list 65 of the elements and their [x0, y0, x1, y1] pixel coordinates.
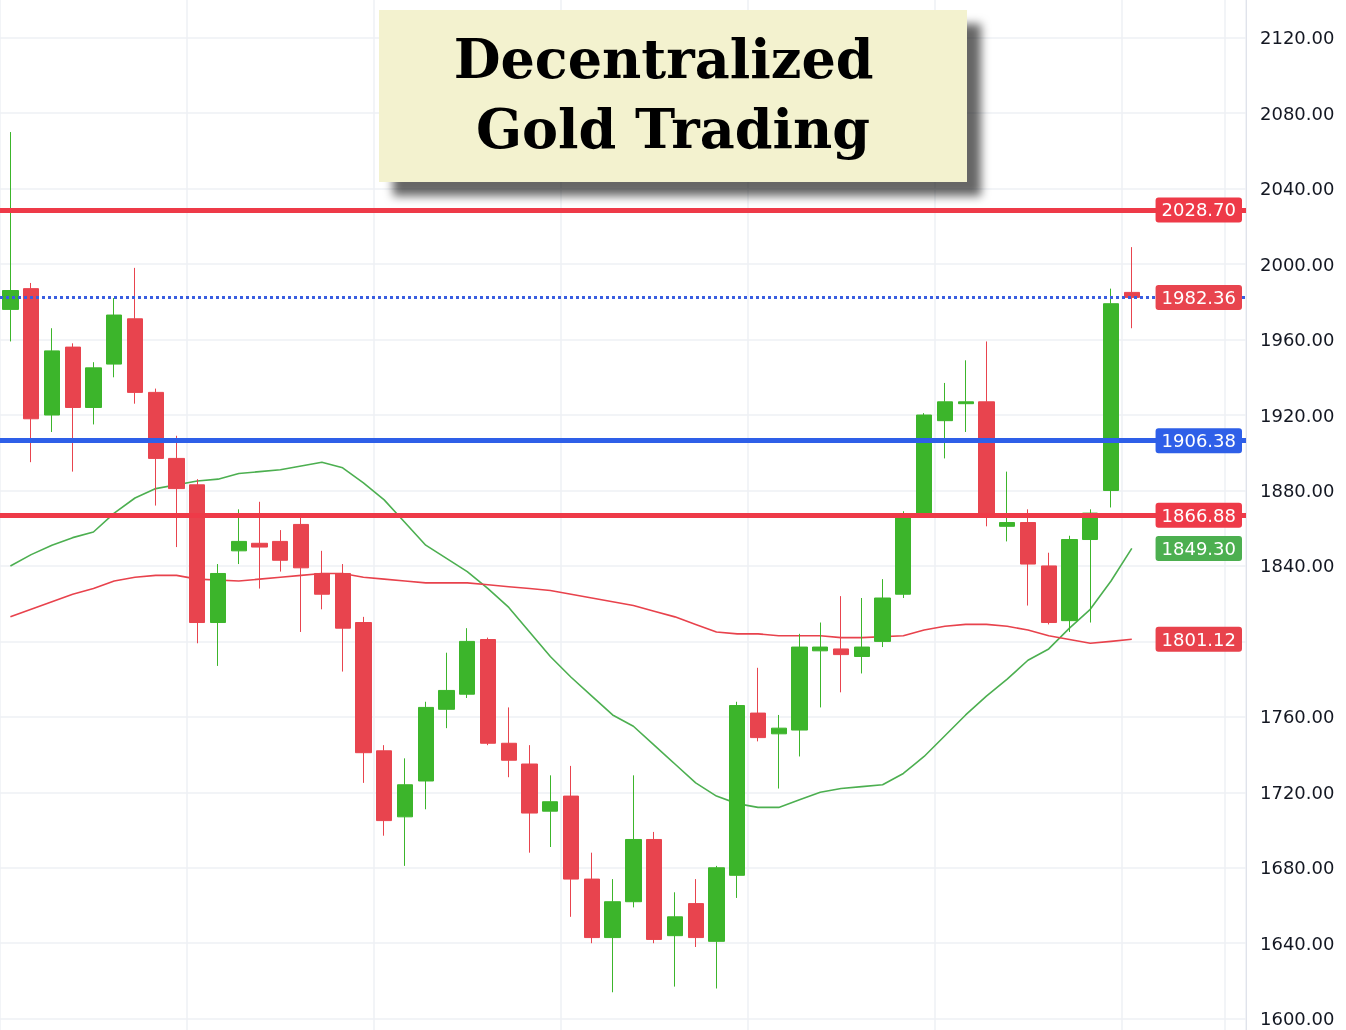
candlestick — [44, 327, 60, 433]
candlestick — [812, 622, 828, 708]
candlestick — [1061, 535, 1078, 633]
candlestick — [708, 865, 725, 989]
candlestick — [2, 131, 19, 342]
y-tick-label: 1760.00 — [1260, 706, 1335, 728]
y-tick-label: 2000.00 — [1260, 253, 1335, 275]
candlestick — [958, 359, 974, 433]
candlestick — [272, 529, 288, 573]
candlestick — [106, 297, 122, 378]
candlestick — [999, 471, 1015, 542]
candlestick — [667, 891, 683, 988]
candlestick — [646, 831, 662, 944]
candlestick — [210, 563, 226, 667]
candlestick — [65, 342, 81, 473]
candlestick — [355, 616, 372, 784]
candlestick — [459, 627, 475, 699]
y-tick-label: 2080.00 — [1260, 102, 1335, 124]
candlestick — [854, 597, 870, 674]
text: Decentralized Gold Trading — [453, 27, 893, 161]
y-tick-label: 1920.00 — [1260, 404, 1335, 426]
candlestick — [23, 282, 39, 463]
ref-line-label: 1866.88 — [1161, 504, 1236, 526]
candlestick — [1124, 246, 1140, 329]
candlestick — [729, 701, 745, 899]
candlestick — [418, 701, 434, 810]
candlestick — [85, 361, 102, 425]
candlestick — [521, 744, 538, 854]
y-tick-label: 1680.00 — [1260, 857, 1335, 879]
ref-line-label: 1982.36 — [1161, 286, 1236, 308]
ref-line-label: 1906.38 — [1161, 430, 1236, 452]
candlestick — [688, 878, 704, 948]
y-tick-label: 1840.00 — [1260, 555, 1335, 577]
candlestick — [750, 667, 766, 742]
line-series — [9, 461, 1133, 809]
ref-line-label: 2028.70 — [1161, 199, 1236, 221]
candlestick — [542, 774, 558, 848]
data-label: 1849.30 — [1161, 537, 1236, 559]
y-tick-label: 2040.00 — [1260, 178, 1335, 200]
candlestick — [501, 706, 517, 778]
candlestick — [1041, 552, 1057, 625]
candlestick — [231, 508, 247, 565]
y-tick-label: 2120.00 — [1260, 27, 1335, 49]
data-label: 1801.12 — [1161, 628, 1236, 650]
candlestick — [480, 637, 496, 746]
candlestick — [895, 510, 911, 599]
candlestick — [771, 714, 787, 790]
candlestick — [584, 852, 600, 944]
candlestick — [874, 578, 891, 648]
candlestick — [127, 267, 143, 405]
y-tick-label: 1640.00 — [1260, 932, 1335, 954]
candlestick — [937, 382, 953, 459]
y-tick-label: 1880.00 — [1260, 479, 1335, 501]
candlestick — [625, 774, 642, 908]
candlestick — [438, 652, 455, 729]
candlestick — [148, 388, 164, 507]
candlestick — [1103, 288, 1119, 508]
candlestick — [376, 744, 392, 837]
candlestick — [791, 633, 808, 757]
candlestick — [563, 765, 579, 918]
y-tick-label: 1960.00 — [1260, 329, 1335, 351]
candlestick — [604, 878, 621, 993]
y-tick-label: 1600.00 — [1260, 1008, 1335, 1030]
candlestick — [397, 757, 413, 867]
y-tick-label: 1720.00 — [1260, 781, 1335, 803]
